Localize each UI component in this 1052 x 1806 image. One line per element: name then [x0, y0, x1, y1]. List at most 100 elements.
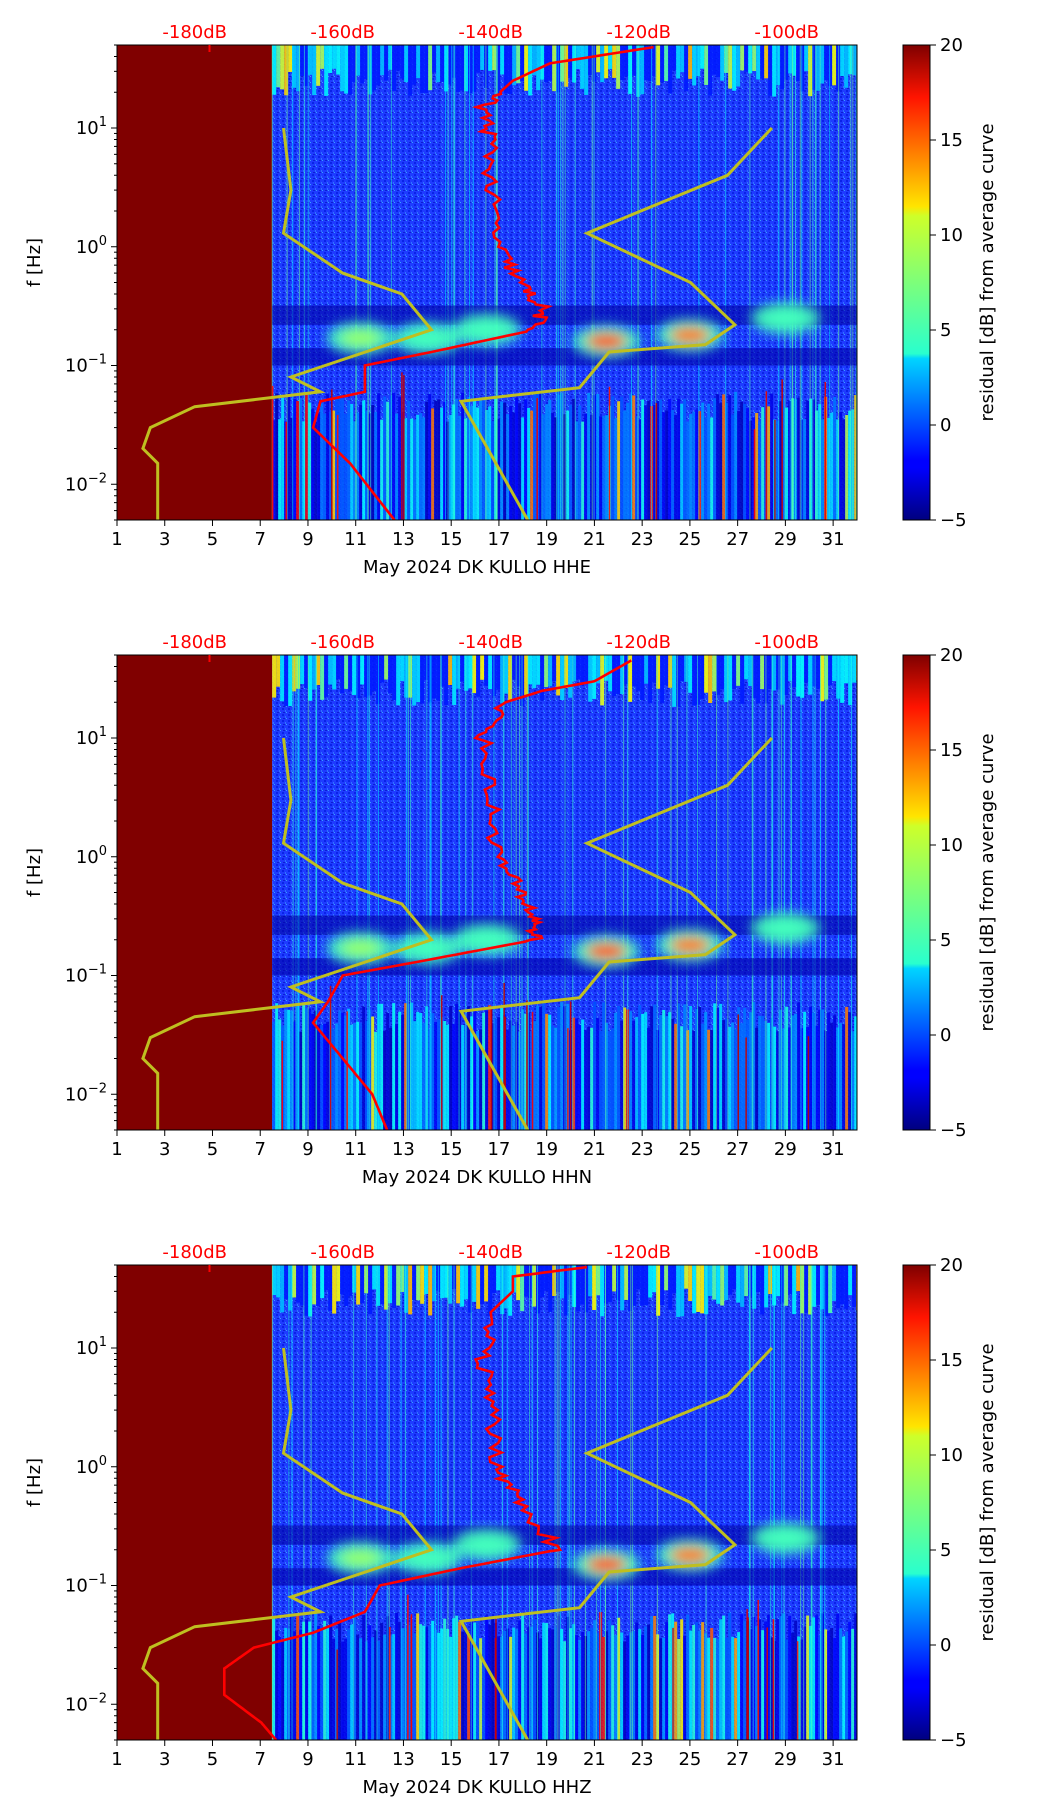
streak [389, 1635, 393, 1740]
streak [545, 1623, 549, 1740]
streak [737, 1632, 741, 1740]
streak [803, 419, 807, 520]
hf-streak [576, 655, 581, 680]
hf-streak [304, 45, 309, 87]
streak [437, 1019, 441, 1130]
hf-streak [352, 655, 357, 695]
hf-streak [668, 655, 673, 688]
colorbar-tick-label: 20 [940, 35, 963, 56]
hf-streak [728, 45, 733, 89]
x-tick-label: 31 [822, 1139, 845, 1160]
hf-streak [644, 1265, 649, 1306]
streak [485, 1615, 489, 1740]
hf-streak [824, 1265, 829, 1317]
hf-streak [648, 655, 653, 703]
top-db-tick-label: -180dB [162, 1242, 227, 1263]
hf-streak [448, 1265, 453, 1304]
hf-streak [540, 655, 545, 701]
nlnm-curve [141, 1347, 435, 1740]
average-psd-curve [311, 659, 632, 1130]
streak [632, 1630, 636, 1740]
hf-streak [376, 1265, 381, 1306]
streak [605, 1631, 609, 1740]
hf-streak [300, 1265, 305, 1306]
streak [551, 1629, 555, 1740]
streak [572, 1017, 576, 1130]
streak [740, 401, 744, 520]
streak [773, 1026, 777, 1130]
hf-streak [564, 1265, 569, 1316]
hf-streak [620, 45, 625, 81]
hf-streak [376, 45, 381, 86]
streak [338, 1010, 342, 1130]
hf-streak [508, 1265, 513, 1316]
hf-streak [308, 45, 313, 75]
streak [749, 1012, 753, 1130]
streak [338, 396, 342, 520]
colorbar-tick-label: 10 [940, 225, 963, 246]
streak [278, 419, 282, 520]
colorbar-tick-label: −5 [940, 1120, 967, 1141]
x-tick-label: 15 [440, 1749, 463, 1770]
hf-streak [536, 655, 541, 685]
hf-streak [800, 1265, 805, 1314]
hf-streak [820, 655, 825, 702]
hf-streak [816, 1265, 821, 1305]
streak [755, 1626, 759, 1740]
streak [839, 1628, 843, 1740]
hf-streak [424, 655, 429, 680]
hf-streak [540, 1265, 545, 1298]
streak [689, 1006, 693, 1130]
top-db-tick-label: -120dB [606, 22, 671, 43]
hf-streak [464, 45, 469, 92]
vertical-artifacts [271, 45, 857, 520]
streak [500, 1636, 504, 1740]
streak [761, 1015, 765, 1130]
colorbar-tick-label: −5 [940, 1730, 967, 1751]
top-db-tick-label: -120dB [606, 1242, 671, 1263]
hf-streak [640, 1265, 645, 1306]
hf-streak [292, 655, 297, 692]
streak [647, 1624, 651, 1740]
streak [626, 402, 630, 520]
hf-streak [672, 45, 677, 71]
streak [785, 1639, 789, 1740]
streak [584, 413, 588, 520]
hf-streak [448, 45, 453, 85]
nhnm-curve [458, 1346, 773, 1740]
streak [821, 1009, 825, 1130]
nhnm-curve [458, 126, 773, 520]
hf-streak [368, 655, 373, 696]
hf-streak [276, 45, 281, 88]
streak [788, 1615, 792, 1740]
colorbar-tick-label: 0 [940, 1635, 951, 1656]
streak [848, 1012, 852, 1130]
hf-streak [416, 655, 421, 703]
hf-streak [592, 1265, 597, 1310]
hf-streak [676, 45, 681, 79]
streak [608, 1620, 612, 1740]
hf-streak [784, 45, 789, 80]
streak [500, 1006, 504, 1130]
streak [509, 1020, 513, 1130]
colorbar [902, 654, 931, 1131]
streak [272, 1618, 276, 1740]
streak [473, 1622, 477, 1740]
hf-streak [352, 45, 357, 83]
hf-streak [436, 45, 441, 83]
streak [710, 417, 714, 520]
hf-streak [444, 1265, 449, 1298]
streak [527, 407, 531, 520]
hf-streak [468, 1265, 473, 1313]
hf-streak [740, 655, 745, 704]
streak [494, 397, 498, 520]
streak [287, 392, 291, 520]
colorbar-tick-label: 5 [940, 320, 951, 341]
streak [851, 1031, 855, 1130]
hf-streak [428, 45, 433, 91]
hf-streak [688, 45, 693, 79]
streak [602, 415, 606, 520]
streak [308, 1008, 312, 1130]
streak [296, 1613, 300, 1740]
